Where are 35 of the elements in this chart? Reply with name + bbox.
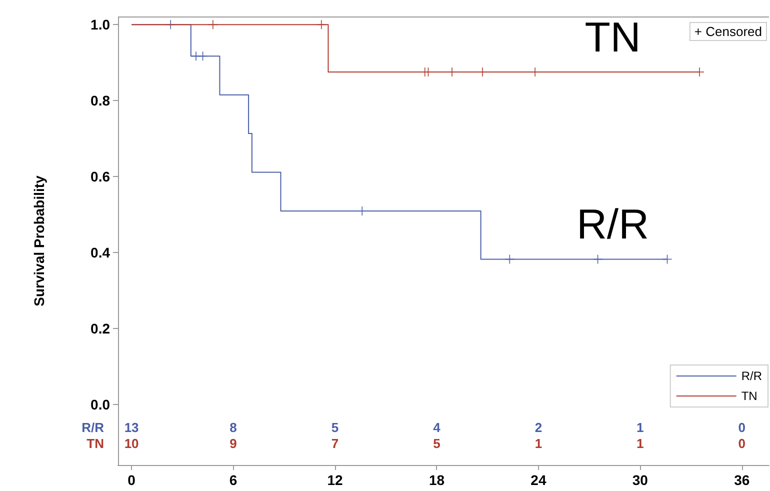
annotation: 0	[738, 436, 746, 451]
x-tick-label: 18	[428, 472, 445, 488]
annotation: 4	[433, 420, 442, 435]
x-tick-label: 12	[327, 472, 343, 488]
y-axis-title: Survival Probability	[31, 175, 47, 306]
annotation: 1	[636, 436, 644, 451]
x-tick-label: 30	[632, 472, 648, 488]
annotation: 13	[124, 420, 139, 435]
annotation: 0	[738, 420, 746, 435]
y-tick-label: 0.2	[90, 320, 110, 336]
legend-label: TN	[741, 389, 758, 403]
x-tick-label: 24	[530, 472, 546, 488]
y-tick-label: 0.4	[90, 244, 110, 260]
x-tick-label: 36	[734, 472, 750, 488]
y-tick-label: 0.8	[90, 92, 110, 109]
annotation: 5	[433, 436, 440, 451]
annotation: 7	[331, 436, 339, 451]
annotation: + Censored	[694, 24, 762, 39]
annotation: 2	[534, 420, 542, 435]
annotation: 10	[124, 436, 139, 451]
annotation: 8	[230, 420, 237, 435]
y-tick-label: 0.0	[90, 396, 110, 412]
annotation: 9	[230, 436, 237, 451]
annotation: TN	[584, 14, 641, 61]
text: TN	[86, 436, 104, 451]
annotation: 5	[331, 420, 339, 435]
y-tick-label: 1.0	[90, 16, 110, 33]
annotation: 1	[534, 436, 542, 451]
legend-label: R/R	[741, 369, 762, 383]
y-tick-label: 0.6	[90, 168, 110, 184]
annotation: 1	[636, 420, 644, 435]
x-tick-label: 6	[229, 472, 238, 488]
annotation: R/R	[576, 200, 649, 248]
x-tick-label: 0	[128, 472, 136, 488]
text: R/R	[82, 420, 104, 435]
